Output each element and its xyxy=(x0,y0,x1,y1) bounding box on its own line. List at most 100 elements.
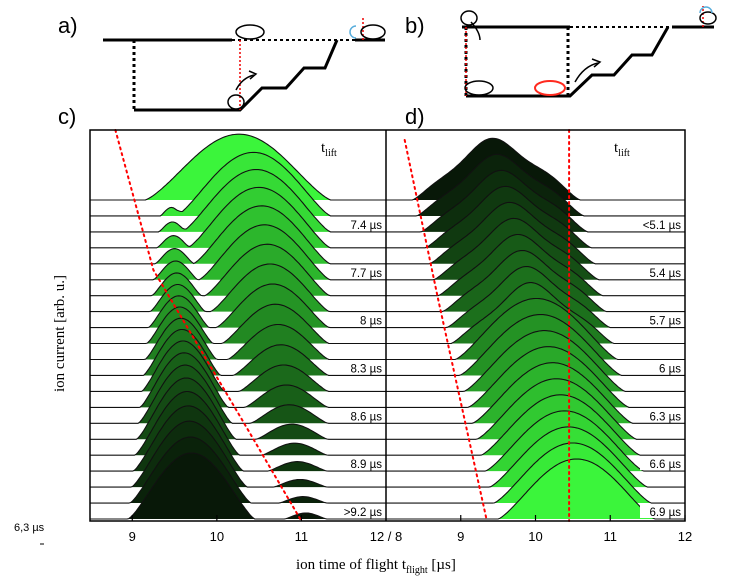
d-trace-line-10 xyxy=(386,297,685,361)
c-trace-line-18 xyxy=(90,420,386,488)
d-trace-fill-3 xyxy=(386,186,685,248)
legend-title-c: tlift xyxy=(321,140,337,159)
c-trace-line-13 xyxy=(90,352,386,408)
d-trace-line-14 xyxy=(386,362,685,424)
d-trace-label-bg-0 xyxy=(633,216,683,231)
c-trace-fill-5 xyxy=(90,224,386,280)
c-trace-line-19 xyxy=(90,436,386,504)
d-trace-label-2: 5.7 µs xyxy=(649,316,681,328)
d-trace-line-7 xyxy=(386,249,685,313)
c-trace-fill-4 xyxy=(90,205,386,264)
c-trace-line-5 xyxy=(90,224,386,281)
panel-letter-c: c) xyxy=(58,104,76,129)
d-trace-label-1: 5.4 µs xyxy=(649,268,681,280)
d-trace-line-15 xyxy=(386,378,685,440)
blue-arc-a xyxy=(349,25,357,39)
c-trace-label-bg-1 xyxy=(341,264,384,279)
x-ticks: 9 10 11 9 10 11 12 12 / 8 xyxy=(129,515,692,544)
c-trace-line-0 xyxy=(90,133,386,201)
plot-panel-d: <5.1 µs 5.4 µs 5.7 µs 6 µs 6.3 µs 6.6 µs 6.9 µ… xyxy=(386,129,685,522)
stair-path-b xyxy=(466,26,670,98)
d-trace-line-16 xyxy=(386,394,685,456)
d-trace-line-19 xyxy=(386,442,685,504)
legend-title-d: tlift xyxy=(614,140,630,159)
c-guide xyxy=(114,129,303,522)
d-trace-label-bg-5 xyxy=(640,456,683,471)
motion-arrow-b xyxy=(574,62,599,83)
trap-ellipse-top-b xyxy=(460,10,478,26)
trap-ellipse-right-a xyxy=(360,24,386,40)
d-trace-line-18 xyxy=(386,426,685,488)
c-trace-line-15 xyxy=(90,377,386,440)
panel-letter-b: b) xyxy=(405,13,425,38)
c-trace-label-bg-6 xyxy=(334,504,384,518)
d-trace-label-bg-2 xyxy=(640,312,683,327)
c-trace-line-1 xyxy=(90,151,386,217)
c-trace-fill-20 xyxy=(90,453,386,519)
c-trace-line-10 xyxy=(90,317,386,361)
trap-ellipse-bottom-a xyxy=(227,94,245,110)
d-trace-line-1 xyxy=(386,153,685,217)
c-trace-line-20 xyxy=(90,452,386,520)
d-trace-label-4: 6.3 µs xyxy=(649,411,681,423)
d-trace-line-5 xyxy=(386,217,685,281)
c-trace-fill-7 xyxy=(90,264,386,312)
c-trace-line-9 xyxy=(90,303,386,345)
c-trace-line-16 xyxy=(90,390,386,456)
plot-frame xyxy=(89,129,686,522)
c-trace-label-bg-2 xyxy=(354,312,384,327)
d-trace-label-bg-4 xyxy=(640,408,683,423)
c-trace-line-11 xyxy=(90,328,386,376)
d-trace-line-3 xyxy=(386,185,685,249)
d-trace-label-bg-3 xyxy=(653,360,683,375)
c-trace-line-6 xyxy=(90,243,386,297)
c-trace-label-4: 8.6 µs xyxy=(350,411,382,423)
shared-tick-label: 12 / 8 xyxy=(370,529,403,544)
d-trace-line-8 xyxy=(386,265,685,329)
d-tick-label-0: 9 xyxy=(457,529,464,544)
c-trace-label-bg-4 xyxy=(341,408,384,423)
c-trace-fill-8 xyxy=(90,284,386,328)
arrow-head-a xyxy=(248,70,258,80)
d-tick-label-2: 11 xyxy=(604,529,618,544)
c-trace-line-7 xyxy=(90,263,386,313)
plot-panel-c: 7.4 µs 7.7 µs 8 µs 8.3 µs 8.6 µs 8.9 µs >9.2 µ… xyxy=(90,129,386,522)
panel-letter-d: d) xyxy=(405,104,425,129)
trap-ellipse-red-b xyxy=(534,80,566,96)
c-trace-line-4 xyxy=(90,205,386,265)
c-trace-fill-6 xyxy=(90,244,386,296)
d-trace-line-0 xyxy=(386,137,685,201)
c-trace-line-17 xyxy=(90,405,386,472)
d-trace-fill-20 xyxy=(386,459,685,519)
c-trace-label-5: 8.9 µs xyxy=(350,459,382,471)
x-axis-label: ion time of flight tflight [µs] xyxy=(296,557,456,576)
d-trace-line-17 xyxy=(386,410,685,472)
d-trace-line-20 xyxy=(386,458,685,520)
schematic-b: b) xyxy=(405,6,717,98)
c-trace-line-8 xyxy=(90,283,386,329)
d-trace-fill-2 xyxy=(386,170,685,232)
d-tick-label-1: 10 xyxy=(528,529,542,544)
schematic-a: a) xyxy=(58,13,386,112)
stray-label: 6,3 µs xyxy=(14,522,45,534)
blue-arc-b xyxy=(699,6,713,14)
c-tick-label-0: 9 xyxy=(129,529,136,544)
c-trace-label-bg-5 xyxy=(341,456,384,471)
c-trace-line-2 xyxy=(90,168,386,233)
c-trace-label-0: 7.4 µs xyxy=(350,220,382,232)
d-trace-label-3: 6 µs xyxy=(659,363,681,375)
trap-ellipse-right-b xyxy=(699,11,717,25)
d-trace-label-0: <5.1 µs xyxy=(643,220,682,232)
d-trace-line-4 xyxy=(386,201,685,265)
d-trace-label-bg-6 xyxy=(640,504,683,518)
d-trace-fill-1 xyxy=(386,154,685,216)
panel-letter-a: a) xyxy=(58,13,78,38)
d-trace-line-2 xyxy=(386,169,685,233)
release-arrow-b xyxy=(470,21,481,41)
c-trace-label-3: 8.3 µs xyxy=(350,363,382,375)
d-trace-line-13 xyxy=(386,346,685,408)
d-trace-line-11 xyxy=(386,314,685,376)
c-trace-line-12 xyxy=(90,340,386,392)
y-axis-label: ion current [arb. u.] xyxy=(52,275,68,392)
